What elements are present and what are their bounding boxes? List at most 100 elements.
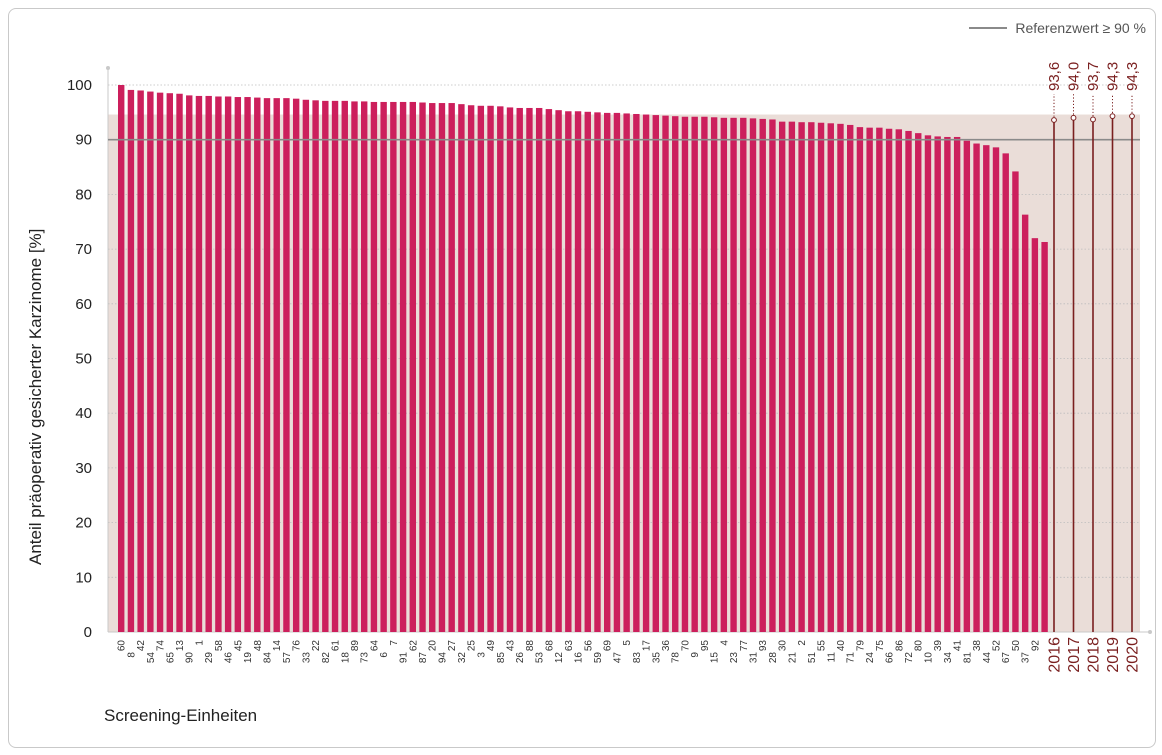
- x-tick-label: 95: [700, 640, 711, 652]
- x-tick-label: 53: [535, 652, 546, 664]
- bar: [983, 145, 990, 633]
- x-tick-label: 58: [214, 640, 225, 652]
- x-tick-label: 70: [680, 640, 691, 652]
- year-point: [1129, 113, 1135, 120]
- year-label: 2017: [1066, 637, 1083, 673]
- y-tick-label: 80: [75, 186, 92, 203]
- x-tick-label: 60: [117, 640, 128, 652]
- bar: [458, 104, 465, 632]
- bar: [467, 105, 475, 632]
- x-tick-label: 74: [156, 640, 167, 652]
- bar: [924, 135, 932, 632]
- x-tick-label: 17: [642, 640, 653, 652]
- x-tick-label: 83: [632, 652, 643, 664]
- bar: [506, 107, 514, 632]
- y-tick-label: 70: [75, 241, 92, 258]
- x-tick-label: 87: [418, 652, 429, 664]
- x-tick-label: 2: [797, 640, 808, 646]
- bar: [1002, 153, 1009, 632]
- x-tick-label: 61: [331, 640, 342, 652]
- bar: [409, 101, 416, 632]
- bar: [788, 121, 796, 633]
- x-tick-label: 13: [175, 640, 186, 652]
- y-tick-label: 30: [75, 460, 92, 477]
- x-tick-label: 68: [544, 640, 555, 652]
- x-tick-label: 66: [885, 652, 896, 664]
- bar: [681, 116, 689, 632]
- y-tick-label: 20: [75, 515, 92, 532]
- x-tick-label: 36: [661, 640, 672, 652]
- year-label: 2018: [1086, 637, 1103, 673]
- bar: [730, 117, 737, 632]
- x-axis-end-dot: [1148, 630, 1152, 634]
- bar: [798, 122, 805, 633]
- y-axis-label: Anteil präoperativ gesicherter Karzinome…: [26, 228, 45, 565]
- x-tick-label: 26: [515, 652, 526, 664]
- x-tick-label: 11: [826, 652, 837, 663]
- x-tick-label: 39: [933, 640, 944, 652]
- x-tick-label: 49: [486, 640, 497, 652]
- x-tick-label: 47: [612, 652, 623, 664]
- bar: [535, 107, 543, 632]
- bar: [497, 106, 504, 632]
- x-tick-label: 84: [263, 652, 274, 664]
- bar: [399, 101, 407, 632]
- x-tick-label: 22: [311, 640, 322, 652]
- x-tick-label: 54: [146, 652, 157, 664]
- x-tick-label: 50: [1011, 640, 1022, 652]
- x-tick-label: 72: [904, 652, 915, 664]
- x-axis-label: Screening-Einheiten: [104, 706, 258, 725]
- bar: [740, 117, 747, 632]
- x-tick-label: 28: [768, 652, 779, 664]
- x-tick-label: 40: [836, 640, 847, 652]
- bar: [448, 103, 455, 632]
- x-tick-label: 41: [953, 640, 964, 652]
- bar: [215, 96, 222, 632]
- bar: [604, 112, 611, 633]
- x-tick-label: 63: [564, 640, 575, 652]
- bar: [905, 130, 912, 632]
- year-label: 2020: [1125, 637, 1142, 673]
- bar: [273, 98, 280, 633]
- bar: [1012, 171, 1019, 632]
- bar: [380, 101, 387, 632]
- bar: [594, 112, 601, 633]
- x-tick-label: 92: [1030, 640, 1041, 652]
- x-tick-label: 9: [690, 652, 701, 658]
- x-tick-label: 8: [126, 652, 137, 658]
- y-tick-label: 60: [75, 296, 92, 313]
- year-point: [1070, 114, 1077, 121]
- bar: [973, 143, 980, 633]
- x-tick-label: 42: [136, 640, 147, 652]
- x-tick-label: 88: [525, 640, 536, 652]
- x-tick-label: 44: [982, 652, 993, 664]
- x-tick-label: 62: [408, 640, 419, 652]
- bar: [147, 91, 154, 632]
- bar: [915, 133, 922, 633]
- bar: [477, 105, 485, 632]
- bar: [866, 127, 873, 632]
- bar: [370, 101, 378, 632]
- bar: [263, 98, 271, 633]
- x-tick-label: 32: [457, 652, 468, 664]
- bar: [1021, 214, 1029, 632]
- x-tick-label: 76: [292, 640, 303, 652]
- x-tick-label: 25: [467, 640, 478, 652]
- bar: [361, 101, 368, 632]
- bar: [545, 109, 553, 633]
- x-tick-label: 57: [282, 652, 293, 664]
- x-tick-label: 15: [710, 652, 721, 664]
- y-tick-label: 0: [84, 624, 92, 641]
- x-tick-label: 1: [194, 640, 205, 646]
- bar: [876, 127, 883, 632]
- bar: [672, 116, 679, 632]
- x-tick-label: 94: [437, 652, 448, 664]
- x-tick-label: 12: [554, 652, 565, 664]
- x-tick-label: 81: [962, 652, 973, 664]
- bar: [526, 107, 533, 632]
- bar: [856, 127, 864, 632]
- x-tick-label: 93: [758, 640, 769, 652]
- bar: [992, 147, 1000, 632]
- x-tick-label: 73: [360, 652, 371, 664]
